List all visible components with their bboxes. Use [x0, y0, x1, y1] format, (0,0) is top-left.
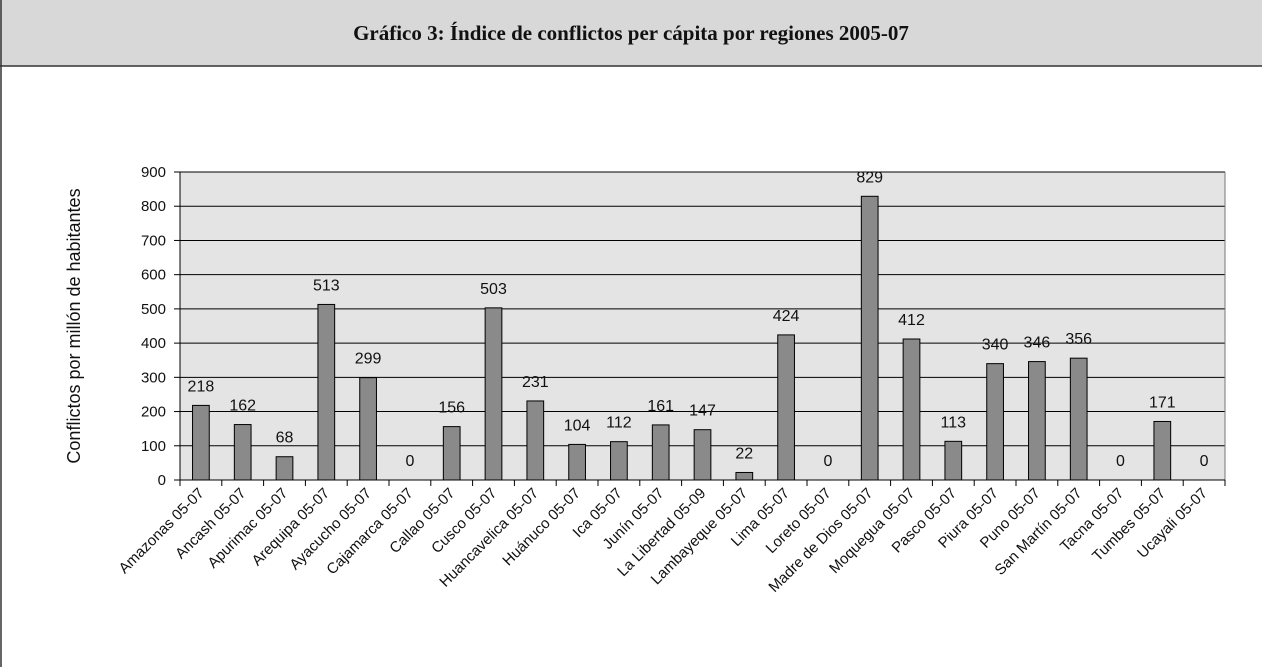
y-tick-label: 300 — [141, 369, 166, 386]
data-label: 513 — [313, 277, 340, 294]
bar — [526, 400, 545, 481]
data-label: 0 — [1116, 453, 1125, 470]
data-label: 68 — [276, 430, 294, 447]
data-label: 113 — [941, 414, 967, 431]
bar — [944, 440, 963, 481]
bar — [777, 334, 795, 481]
bar — [442, 426, 461, 481]
data-label: 829 — [856, 169, 883, 186]
bar — [275, 456, 294, 481]
bar — [192, 404, 210, 481]
data-label: 0 — [1200, 453, 1209, 470]
y-tick-label: 600 — [141, 267, 166, 284]
data-label: 147 — [689, 403, 716, 420]
data-label: 231 — [522, 374, 549, 391]
bar — [902, 338, 921, 481]
bar — [735, 471, 754, 481]
bar — [610, 441, 628, 481]
y-tick-label: 0 — [158, 472, 166, 489]
data-label: 218 — [188, 378, 215, 395]
bar — [651, 424, 670, 481]
bar — [986, 363, 1004, 481]
y-tick-label: 200 — [141, 404, 166, 421]
y-tick-label: 900 — [141, 164, 166, 181]
y-tick-label: 100 — [141, 438, 166, 455]
data-label: 424 — [773, 308, 800, 325]
bar — [359, 377, 377, 481]
data-label: 299 — [355, 351, 382, 368]
bar — [1028, 361, 1046, 481]
data-label: 0 — [405, 453, 414, 470]
bar — [233, 424, 252, 481]
data-label: 162 — [229, 398, 256, 415]
bar — [317, 303, 336, 481]
chart-title: Gráfico 3: Índice de conflictos per cápi… — [353, 21, 909, 45]
data-label: 22 — [735, 445, 753, 462]
data-label: 346 — [1024, 335, 1051, 352]
data-label: 356 — [1065, 331, 1092, 348]
header-band — [0, 0, 1262, 66]
bar — [1069, 357, 1088, 481]
data-label: 112 — [606, 415, 632, 432]
y-tick-label: 700 — [141, 232, 166, 249]
y-tick-label: 400 — [141, 335, 166, 352]
plot-area — [180, 172, 1225, 480]
y-tick-label: 800 — [141, 198, 166, 215]
x-tick-label: Tumbes 05-07 — [1089, 485, 1169, 565]
bar — [693, 429, 712, 481]
bar — [1153, 420, 1172, 481]
data-label: 340 — [982, 337, 1009, 354]
bar — [484, 307, 503, 481]
bar — [860, 195, 879, 481]
bar — [568, 443, 586, 481]
data-label: 171 — [1149, 394, 1176, 411]
data-label: 156 — [438, 400, 465, 417]
data-label: 161 — [647, 398, 674, 415]
data-label: 0 — [823, 453, 832, 470]
data-label: 412 — [898, 312, 925, 329]
data-label: 104 — [564, 417, 591, 434]
data-label: 503 — [480, 281, 507, 298]
y-axis-label: Conflictos por millón de habitantes — [64, 188, 84, 463]
y-tick-label: 500 — [141, 301, 166, 318]
